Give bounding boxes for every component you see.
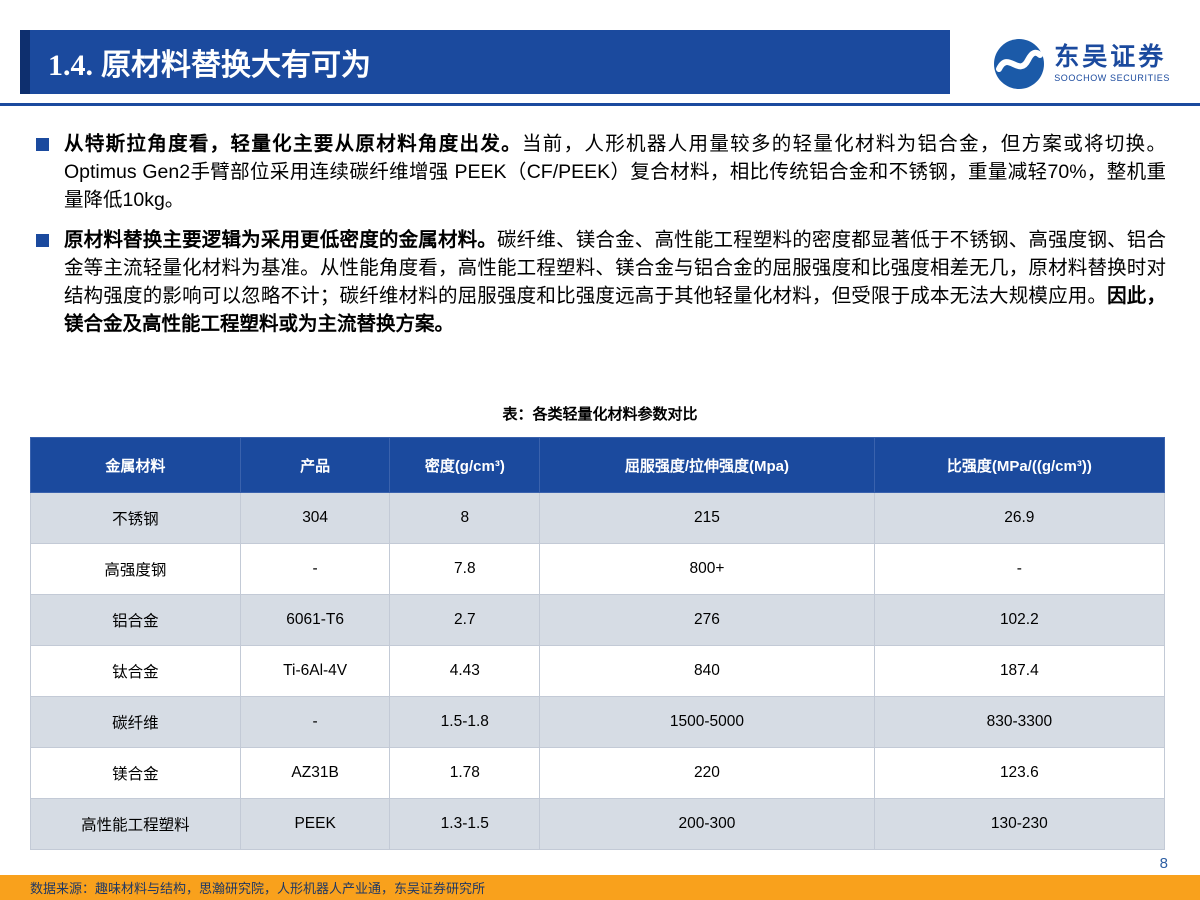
- logo-name-en: SOOCHOW SECURITIES: [1054, 73, 1170, 84]
- table-row: 镁合金 AZ31B 1.78 220 123.6: [30, 747, 1166, 799]
- table-cell: 1.5-1.8: [389, 696, 541, 748]
- bullet-item-2: 原材料替换主要逻辑为采用更低密度的金属材料。碳纤维、镁合金、高性能工程塑料的密度…: [36, 226, 1166, 338]
- table-header-row: 金属材料 产品 密度(g/cm³) 屈服强度/拉伸强度(Mpa) 比强度(MPa…: [30, 437, 1166, 493]
- col-header-product: 产品: [239, 437, 391, 493]
- footer-bar: 数据来源：趣味材料与结构，思瀚研究院，人形机器人产业通，东吴证券研究所: [0, 875, 1200, 900]
- table-cell: PEEK: [239, 798, 391, 850]
- page-title: 1.4. 原材料替换大有可为: [20, 40, 371, 84]
- table-cell: 1.78: [389, 747, 541, 799]
- table-cell: 187.4: [873, 645, 1166, 697]
- table-cell: 高性能工程塑料: [30, 798, 241, 850]
- section-number: 1.4.: [48, 49, 93, 82]
- table-cell: 2.7: [389, 594, 541, 646]
- table-cell: 6061-T6: [239, 594, 391, 646]
- table-cell: 高强度钢: [30, 543, 241, 595]
- table-cell: -: [239, 543, 391, 595]
- bullet-item-1: 从特斯拉角度看，轻量化主要从原材料角度出发。当前，人形机器人用量较多的轻量化材料…: [36, 130, 1166, 214]
- bullet-square-icon: [36, 138, 49, 151]
- table-cell: 1.3-1.5: [389, 798, 541, 850]
- header-accent-stripe: [20, 30, 30, 94]
- col-header-density: 密度(g/cm³): [389, 437, 541, 493]
- table-cell: 200-300: [539, 798, 875, 850]
- bullet-1-lead: 从特斯拉角度看，轻量化主要从原材料角度出发。: [64, 133, 522, 155]
- table-cell: 276: [539, 594, 875, 646]
- bullet-2-lead: 原材料替换主要逻辑为采用更低密度的金属材料。: [64, 229, 497, 252]
- table-cell: 7.8: [389, 543, 541, 595]
- bullet-2-tail: 因此，镁合金及高性能工程塑料或为主流替换方案。: [64, 285, 1166, 336]
- table-cell: 4.43: [389, 645, 541, 697]
- table-cell: 304: [239, 492, 391, 544]
- table-cell: 碳纤维: [30, 696, 241, 748]
- bullet-square-icon: [36, 234, 49, 248]
- table-cell: 1500-5000: [539, 696, 875, 748]
- table-cell: 钛合金: [30, 645, 241, 697]
- soochow-logo-icon: [994, 39, 1045, 89]
- table-caption: 表：各类轻量化材料参数对比: [502, 406, 698, 423]
- table-cell: Ti-6Al-4V: [239, 645, 391, 697]
- logo-text-block: 东吴证券 SOOCHOW SECURITIES: [1054, 42, 1170, 84]
- data-source-text: 数据来源：趣味材料与结构，思瀚研究院，人形机器人产业通，东吴证券研究所: [30, 881, 486, 896]
- table-row: 钛合金 Ti-6Al-4V 4.43 840 187.4: [30, 645, 1166, 697]
- body-content: 从特斯拉角度看，轻量化主要从原材料角度出发。当前，人形机器人用量较多的轻量化材料…: [36, 130, 1166, 351]
- table-cell: 830-3300: [873, 696, 1166, 748]
- col-header-specific-strength: 比强度(MPa/((g/cm³)): [873, 437, 1166, 493]
- table-row: 铝合金 6061-T6 2.7 276 102.2: [30, 594, 1166, 646]
- company-logo: 东吴证券 SOOCHOW SECURITIES: [993, 38, 1170, 90]
- bullet-2-body: 碳纤维、镁合金、高性能工程塑料的密度都显著低于不锈钢、高强度钢、铝合金等主流轻量…: [64, 229, 1166, 308]
- table-cell: 220: [539, 747, 875, 799]
- table-cell: 840: [539, 645, 875, 697]
- table-cell: 镁合金: [30, 747, 241, 799]
- section-title-text: 原材料替换大有可为: [101, 49, 371, 82]
- col-header-material: 金属材料: [30, 437, 241, 493]
- table-cell: 102.2: [873, 594, 1166, 646]
- table-row: 不锈钢 304 8 215 26.9: [30, 492, 1166, 544]
- table-cell: AZ31B: [239, 747, 391, 799]
- bullet-text-2: 原材料替换主要逻辑为采用更低密度的金属材料。碳纤维、镁合金、高性能工程塑料的密度…: [64, 226, 1166, 338]
- col-header-strength: 屈服强度/拉伸强度(Mpa): [539, 437, 875, 493]
- table-cell: 800+: [539, 543, 875, 595]
- table-cell: -: [239, 696, 391, 748]
- table-cell: 215: [539, 492, 875, 544]
- table-row: 高性能工程塑料 PEEK 1.3-1.5 200-300 130-230: [30, 798, 1166, 850]
- table-cell: 8: [389, 492, 541, 544]
- bullet-text-1: 从特斯拉角度看，轻量化主要从原材料角度出发。当前，人形机器人用量较多的轻量化材料…: [64, 130, 1166, 214]
- table-cell: 26.9: [873, 492, 1166, 544]
- table-row: 碳纤维 - 1.5-1.8 1500-5000 830-3300: [30, 696, 1166, 748]
- header-divider: [0, 103, 1200, 106]
- table-cell: 130-230: [873, 798, 1166, 850]
- table-cell: 123.6: [873, 747, 1166, 799]
- header-bar: 1.4. 原材料替换大有可为: [20, 30, 950, 94]
- logo-name-cn: 东吴证券: [1054, 42, 1167, 71]
- bullet-1-body: 当前，人形机器人用量较多的轻量化材料为铝合金，但方案或将切换。Optimus G…: [64, 133, 1166, 212]
- table-cell: -: [873, 543, 1166, 595]
- table-cell: 铝合金: [30, 594, 241, 646]
- table-cell: 不锈钢: [30, 492, 241, 544]
- table-row: 高强度钢 - 7.8 800+ -: [30, 543, 1166, 595]
- page-number: 8: [1159, 855, 1168, 872]
- materials-table: 金属材料 产品 密度(g/cm³) 屈服强度/拉伸强度(Mpa) 比强度(MPa…: [30, 437, 1166, 850]
